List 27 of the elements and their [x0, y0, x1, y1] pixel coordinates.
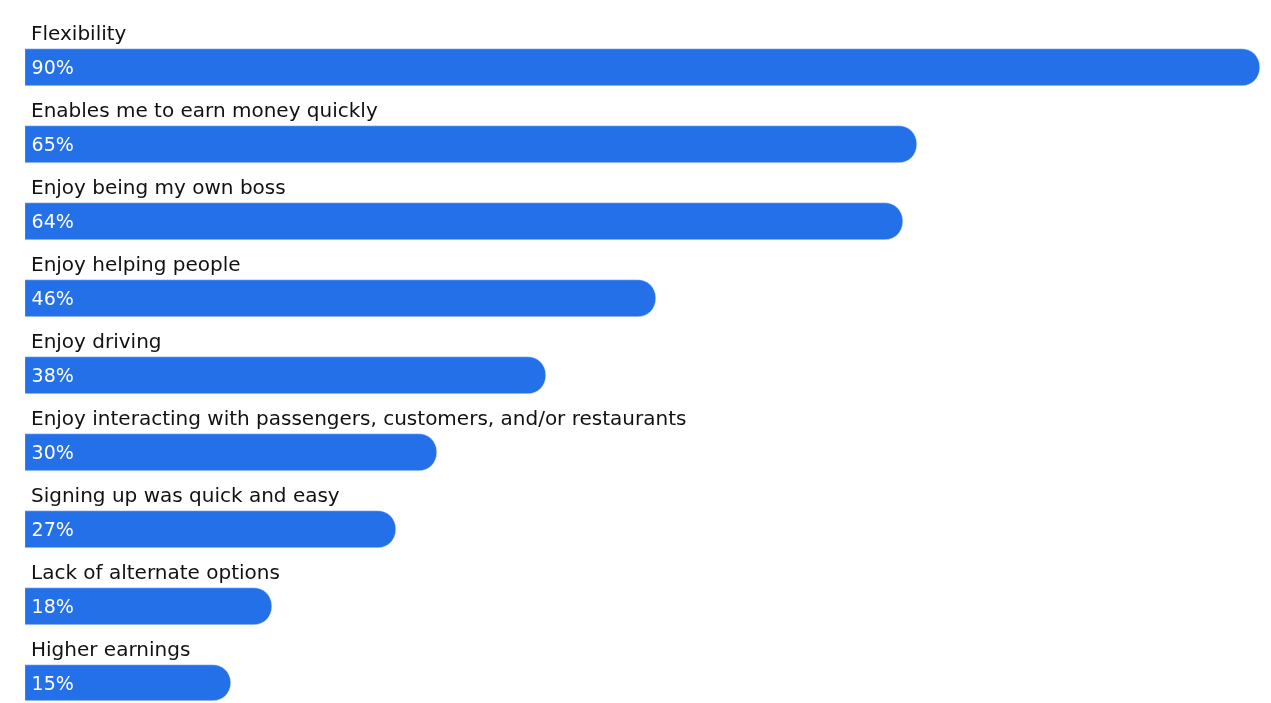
bar — [25, 356, 546, 394]
data-label: 15% — [27, 671, 74, 694]
y-tick-label: Higher earnings — [31, 637, 191, 661]
y-tick-label: Lack of alternate options — [31, 560, 280, 584]
y-tick-label: Enjoy driving — [31, 329, 162, 353]
data-label: 30% — [27, 441, 74, 464]
y-tick-label: Enjoy interacting with passengers, customers, and/or restaurants — [31, 406, 687, 430]
data-label: 65% — [27, 133, 74, 156]
y-tick-label: Signing up was quick and easy — [31, 483, 340, 507]
bar — [25, 433, 437, 471]
y-tick-label: Enables me to earn money quickly — [31, 98, 378, 122]
bar — [25, 664, 231, 701]
bar — [25, 510, 396, 548]
bar — [25, 279, 656, 317]
data-label: 18% — [27, 595, 74, 618]
data-label: 46% — [27, 287, 74, 310]
data-label: 64% — [27, 210, 74, 233]
bar — [25, 125, 917, 163]
data-label: 90% — [27, 56, 74, 79]
y-tick-label: Enjoy being my own boss — [31, 175, 286, 199]
bar — [25, 202, 903, 240]
data-label: 27% — [27, 518, 74, 541]
y-tick-label: Flexibility — [31, 21, 127, 45]
bar — [25, 587, 272, 625]
y-tick-label: Enjoy helping people — [31, 252, 241, 276]
data-label: 38% — [27, 364, 74, 387]
bar — [25, 48, 1260, 86]
